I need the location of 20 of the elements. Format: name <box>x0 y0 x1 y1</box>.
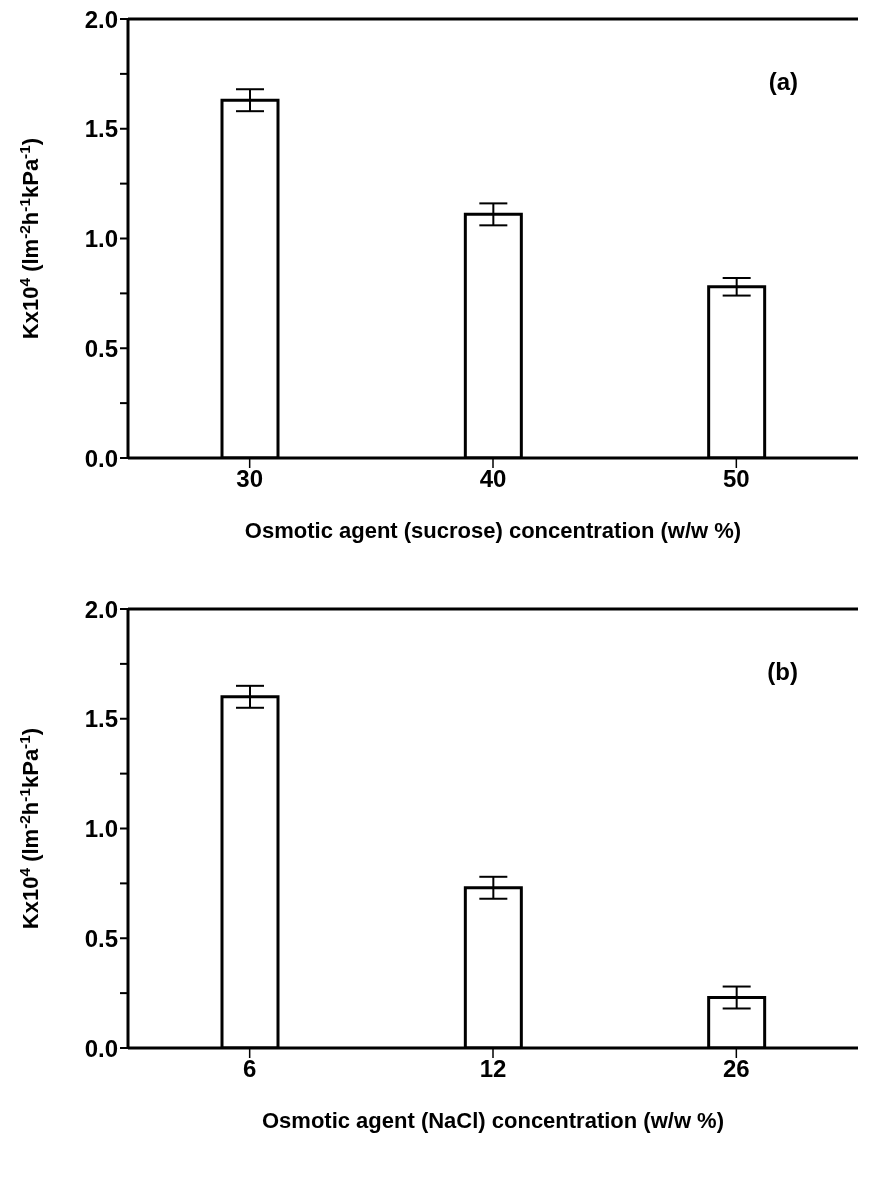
y-tick-label: 2.0 <box>84 595 118 623</box>
x-tick-label: 40 <box>479 465 507 493</box>
x-tick-label: 26 <box>722 1055 750 1083</box>
x-tick-label: 50 <box>722 465 750 493</box>
y-tick-label: 0.5 <box>84 924 118 952</box>
annotation: (a) <box>768 68 798 96</box>
y-tick-label: 1.5 <box>84 115 118 143</box>
y-tick-label: 2.0 <box>84 5 118 33</box>
x-axis-title: Osmotic agent (sucrose) concentration (w/w %) <box>244 518 742 543</box>
x-tick-label: 30 <box>236 465 264 493</box>
y-tick-label: 0.0 <box>84 444 118 472</box>
y-tick-label: 0.0 <box>84 1034 118 1062</box>
x-tick-label: 12 <box>479 1055 507 1083</box>
x-tick-label: 6 <box>242 1055 257 1083</box>
y-tick-label: 1.0 <box>84 815 118 843</box>
annotation: (b) <box>767 658 798 686</box>
y-tick-label: 0.5 <box>84 334 118 362</box>
x-axis-title: Osmotic agent (NaCl) concentration (w/w %) <box>261 1108 725 1133</box>
y-tick-label: 1.0 <box>84 225 118 253</box>
y-tick-label: 1.5 <box>84 705 118 733</box>
